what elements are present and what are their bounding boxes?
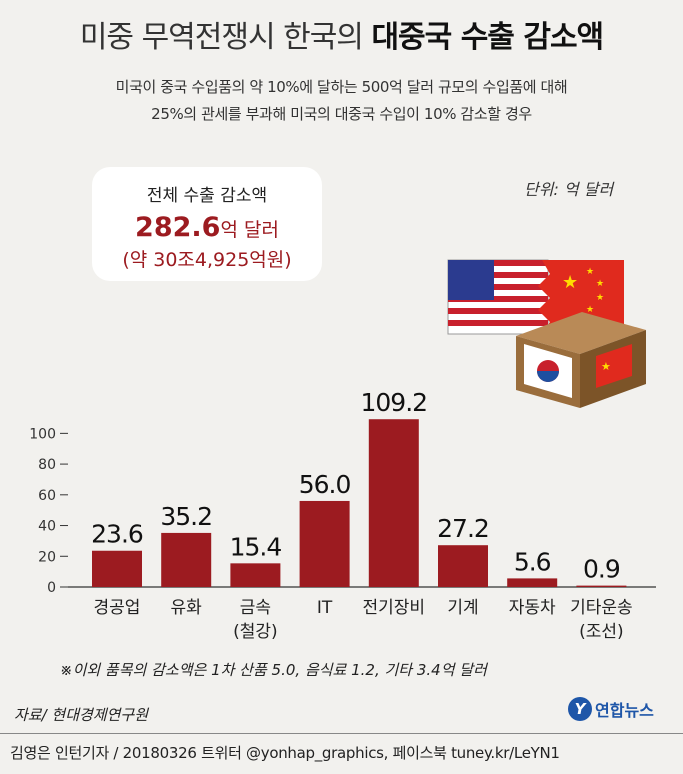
x-category-label: 경공업: [94, 598, 141, 618]
bar-value-label: 0.9: [583, 555, 620, 584]
svg-text:★: ★: [562, 272, 578, 293]
bar-value-label: 35.2: [160, 502, 212, 531]
bar: [230, 563, 281, 587]
y-tick-label: 0: [47, 580, 56, 596]
title-bold: 대중국 수출 감소액: [371, 20, 604, 55]
logo-name: 연합뉴스: [595, 701, 654, 720]
y-tick-label: 20: [38, 549, 56, 565]
bar-value-label: 27.2: [437, 514, 489, 543]
divider: [0, 733, 683, 734]
trade-illustration: ★ ★ ★ ★ ★ ★: [447, 259, 646, 408]
bar-value-label: 5.6: [514, 547, 551, 576]
x-category-label: (철강): [233, 622, 278, 642]
footnote: ※이외 품목의 감소액은 1차 산품 5.0, 음식료 1.2, 기타 3.4억…: [60, 661, 487, 679]
chart-subtitle: 미국이 중국 수입품의 약 10%에 달하는 500억 달러 규모의 수입품에 …: [0, 74, 683, 128]
bar: [438, 545, 488, 587]
source-label: 자료/ 현대경제연구원: [14, 706, 149, 724]
svg-text:★: ★: [586, 267, 594, 277]
y-tick-label: 80: [38, 457, 56, 473]
x-category-label: 기계: [447, 598, 478, 618]
y-tick-label: 40: [38, 519, 56, 535]
bar-value-label: 56.0: [299, 470, 351, 499]
x-category-label: IT: [317, 598, 333, 618]
box-china-flag-icon: ★: [596, 344, 632, 388]
china-flag-icon: ★ ★ ★ ★ ★: [538, 260, 624, 334]
unit-label: 단위: 억 달러: [524, 180, 614, 199]
bar: [507, 578, 558, 587]
bar-value-label: 109.2: [361, 388, 428, 417]
y-tick-label: 100: [29, 426, 56, 442]
total-decrease-box: 전체 수출 감소액 282.6억 달러 (약 30조4,925억원): [92, 167, 322, 281]
bar: [161, 532, 212, 587]
x-category-label: 금속: [240, 598, 271, 618]
yonhap-logo: Y 연합뉴스: [568, 697, 654, 721]
credit-line: 김영은 인턴기자 / 20180326 트위터 @yonhap_graphics…: [10, 744, 560, 762]
svg-text:★: ★: [586, 305, 594, 315]
x-category-label: 기타운송: [570, 598, 633, 618]
bar-value-label: 23.6: [91, 520, 143, 549]
total-unit: 억 달러: [220, 219, 279, 241]
logo-mark: Y: [568, 697, 592, 721]
x-category-label: 유화: [171, 598, 203, 618]
svg-text:★: ★: [596, 279, 604, 289]
title-light: 미중 무역전쟁시 한국의: [79, 20, 364, 55]
svg-text:★: ★: [601, 360, 611, 373]
svg-text:★: ★: [596, 293, 604, 303]
total-krw: (약 30조4,925억원): [122, 249, 292, 271]
bar: [576, 585, 627, 587]
x-category-label: 전기장비: [363, 598, 426, 618]
korea-flag-icon: [524, 344, 572, 398]
x-category-label: 자동차: [509, 598, 556, 618]
total-number: 282.6: [135, 212, 221, 243]
bar: [299, 500, 350, 587]
bar-chart: 0 20 40 60 80 100 23.6 경공업 35.2 유화 15.4 금속 (철강) 56.0 I…: [29, 388, 656, 642]
bar-value-label: 15.4: [230, 532, 282, 561]
chart-title: 미중 무역전쟁시 한국의 대중국 수출 감소액: [0, 12, 683, 56]
bar: [92, 550, 142, 587]
x-category-label: (조선): [579, 622, 624, 642]
subtitle-line-2: 25%의 관세를 부과해 미국의 대중국 수입이 10% 감소할 경우: [151, 105, 532, 123]
bar: [368, 419, 419, 587]
subtitle-line-1: 미국이 중국 수입품의 약 10%에 달하는 500억 달러 규모의 수입품에 …: [115, 78, 568, 96]
y-tick-label: 60: [38, 488, 56, 504]
us-flag-icon: [447, 259, 549, 335]
total-label: 전체 수출 감소액: [146, 186, 268, 206]
total-value: 282.6억 달러: [92, 212, 322, 243]
